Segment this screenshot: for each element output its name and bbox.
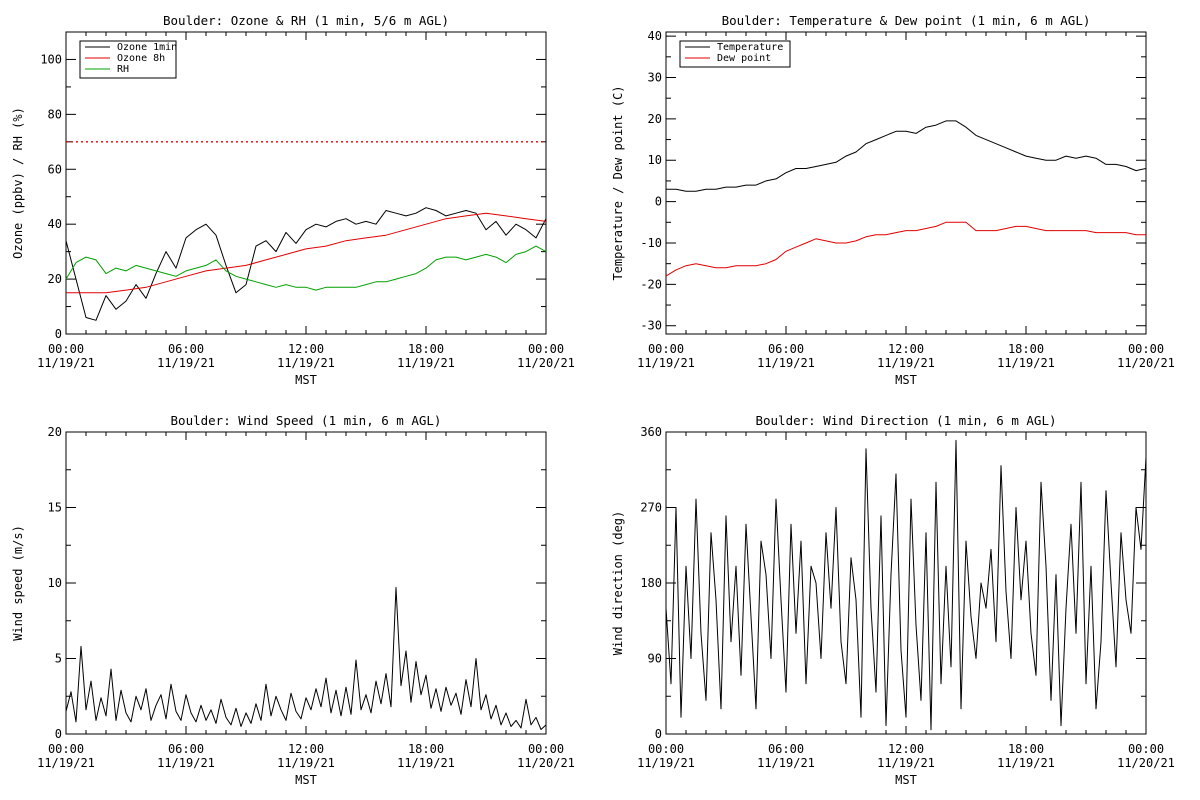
x-tick-label-date: 11/19/21 xyxy=(637,356,695,370)
y-tick-label: 20 xyxy=(648,112,662,126)
chart-panel-2: Boulder: Temperature & Dew point (1 min,… xyxy=(611,13,1175,387)
legend-label: RH xyxy=(117,64,129,75)
x-axis-label: MST xyxy=(295,373,317,387)
x-tick-label-time: 18:00 xyxy=(408,742,444,756)
x-tick-label-time: 12:00 xyxy=(888,342,924,356)
x-tick-label-date: 11/19/21 xyxy=(37,756,95,770)
chart-title: Boulder: Wind Direction (1 min, 6 m AGL) xyxy=(755,413,1056,428)
y-tick-label: 100 xyxy=(40,52,62,66)
y-tick-label: -20 xyxy=(640,277,662,291)
y-tick-label: 40 xyxy=(648,29,662,43)
x-tick-label-time: 12:00 xyxy=(888,742,924,756)
x-tick-label-time: 00:00 xyxy=(1128,342,1164,356)
x-tick-label-date: 11/20/21 xyxy=(517,356,575,370)
x-tick-label-time: 00:00 xyxy=(528,342,564,356)
x-tick-label-time: 18:00 xyxy=(1008,342,1044,356)
y-tick-label: 180 xyxy=(640,576,662,590)
x-tick-label-date: 11/19/21 xyxy=(757,756,815,770)
series-line-ozone-8h xyxy=(66,212,547,294)
x-axis-label: MST xyxy=(895,373,917,387)
x-tick-label-date: 11/20/21 xyxy=(1117,756,1175,770)
x-tick-label-date: 11/19/21 xyxy=(157,356,215,370)
x-tick-label-date: 11/19/21 xyxy=(877,356,935,370)
plot-frame xyxy=(65,431,547,735)
x-tick-label-time: 00:00 xyxy=(648,342,684,356)
y-tick-label: -30 xyxy=(640,319,662,333)
y-tick-label: 30 xyxy=(648,71,662,85)
legend-label: Ozone 8h xyxy=(117,53,165,64)
x-tick-label-date: 11/19/21 xyxy=(277,756,335,770)
x-axis-label: MST xyxy=(295,773,317,787)
x-tick-label-time: 18:00 xyxy=(1008,742,1044,756)
series-line-data xyxy=(665,439,1147,731)
x-tick-label-date: 11/19/21 xyxy=(397,356,455,370)
y-tick-label: -10 xyxy=(640,236,662,250)
y-tick-label: 5 xyxy=(55,652,62,666)
x-tick-label-date: 11/19/21 xyxy=(757,356,815,370)
x-tick-label-date: 11/19/21 xyxy=(277,356,335,370)
x-tick-label-time: 06:00 xyxy=(768,742,804,756)
x-tick-label-time: 12:00 xyxy=(288,742,324,756)
y-axis-label: Temperature / Dew point (C) xyxy=(611,85,625,280)
x-tick-label-time: 12:00 xyxy=(288,342,324,356)
y-tick-label: 90 xyxy=(648,652,662,666)
x-tick-label-time: 00:00 xyxy=(48,342,84,356)
x-tick-label-date: 11/19/21 xyxy=(997,356,1055,370)
y-tick-label: 15 xyxy=(48,501,62,515)
chart-title: Boulder: Ozone & RH (1 min, 5/6 m AGL) xyxy=(163,13,449,28)
y-tick-label: 360 xyxy=(640,425,662,439)
x-tick-label-date: 11/20/21 xyxy=(1117,356,1175,370)
y-tick-label: 0 xyxy=(55,727,62,741)
y-tick-label: 0 xyxy=(655,195,662,209)
chart-title: Boulder: Temperature & Dew point (1 min,… xyxy=(722,13,1091,28)
series-line-data xyxy=(65,587,547,730)
x-tick-label-time: 00:00 xyxy=(1128,742,1164,756)
chart-panel-4: Boulder: Wind Direction (1 min, 6 m AGL)… xyxy=(611,413,1175,787)
y-tick-label: 0 xyxy=(655,727,662,741)
y-axis-label: Wind direction (deg) xyxy=(611,511,625,656)
legend-label: Dew point xyxy=(717,53,771,64)
y-tick-label: 10 xyxy=(48,576,62,590)
y-tick-label: 20 xyxy=(48,425,62,439)
chart-panel-1: Boulder: Ozone & RH (1 min, 5/6 m AGL)00… xyxy=(11,13,575,387)
x-tick-label-time: 06:00 xyxy=(168,742,204,756)
y-tick-label: 60 xyxy=(48,162,62,176)
y-tick-label: 10 xyxy=(648,153,662,167)
x-tick-label-time: 00:00 xyxy=(648,742,684,756)
y-axis-label: Ozone (ppbv) / RH (%) xyxy=(11,107,25,259)
x-axis-label: MST xyxy=(895,773,917,787)
x-tick-label-date: 11/19/21 xyxy=(637,756,695,770)
x-tick-label-date: 11/19/21 xyxy=(397,756,455,770)
legend-label: Ozone 1min xyxy=(117,42,177,53)
x-tick-label-date: 11/20/21 xyxy=(517,756,575,770)
series-line-rh xyxy=(65,245,547,291)
chart-panel-3: Boulder: Wind Speed (1 min, 6 m AGL) 00:0… xyxy=(11,413,575,787)
plot-frame xyxy=(665,31,1147,335)
legend-box xyxy=(679,40,791,68)
y-tick-label: 0 xyxy=(55,327,62,341)
y-tick-label: 80 xyxy=(48,107,62,121)
y-tick-label: 20 xyxy=(48,272,62,286)
x-tick-label-date: 11/19/21 xyxy=(37,356,95,370)
x-tick-label-date: 11/19/21 xyxy=(877,756,935,770)
x-tick-label-time: 06:00 xyxy=(768,342,804,356)
series-line-temperature xyxy=(666,120,1147,192)
x-tick-label-date: 11/19/21 xyxy=(997,756,1055,770)
y-axis-label: Wind speed (m/s) xyxy=(11,525,25,641)
chart-title: Boulder: Wind Speed (1 min, 6 m AGL) xyxy=(171,413,442,428)
x-tick-label-time: 18:00 xyxy=(408,342,444,356)
x-tick-label-date: 11/19/21 xyxy=(157,756,215,770)
x-tick-label-time: 00:00 xyxy=(48,742,84,756)
y-tick-label: 270 xyxy=(640,501,662,515)
series-line-ozone-1min xyxy=(65,207,547,321)
y-tick-label: 40 xyxy=(48,217,62,231)
series-line-dew-point xyxy=(665,221,1146,277)
legend-label: Temperature xyxy=(717,42,783,53)
x-tick-label-time: 00:00 xyxy=(528,742,564,756)
x-tick-label-time: 06:00 xyxy=(168,342,204,356)
